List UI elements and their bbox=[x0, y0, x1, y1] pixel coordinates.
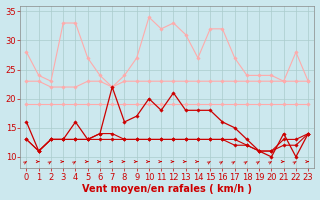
X-axis label: Vent moyen/en rafales ( km/h ): Vent moyen/en rafales ( km/h ) bbox=[82, 184, 252, 194]
